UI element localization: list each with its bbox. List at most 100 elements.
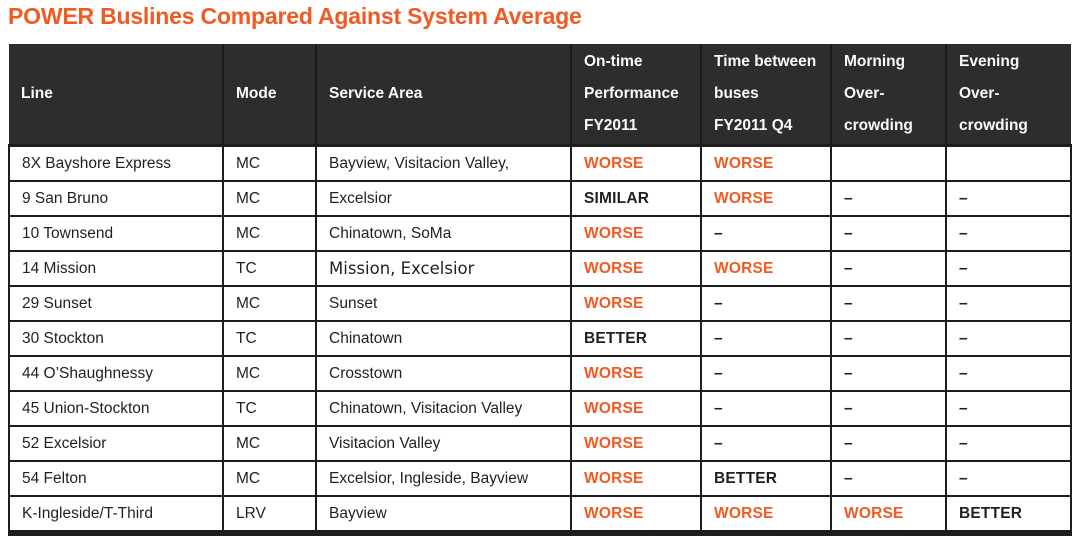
cell-evening: – <box>945 355 1072 392</box>
cell-service-area: Crosstown <box>315 355 572 392</box>
table-header: Line Mode Service Area On-time Performance … <box>9 44 1071 146</box>
cell-mode: TC <box>222 320 317 357</box>
cell-service-area: Chinatown <box>315 320 572 357</box>
cell-morning: – <box>830 460 947 497</box>
column-header-line: Line <box>9 44 223 146</box>
cell-on-time: WORSE <box>570 390 702 427</box>
cell-on-time: WORSE <box>570 215 702 252</box>
cell-evening: – <box>945 180 1072 217</box>
column-header-service-area: Service Area <box>315 44 571 146</box>
cell-line: 14 Mission <box>8 250 224 287</box>
table-row: 45 Union-Stockton TC Chinatown, Visitacion… <box>8 390 1072 427</box>
cell-service-area: Excelsior, Ingleside, Bayview <box>315 460 572 497</box>
cell-mode: TC <box>222 250 317 287</box>
cell-morning: – <box>830 180 947 217</box>
table-row: 10 Townsend MC Chinatown, SoMa WORSE – – – <box>8 215 1072 252</box>
cell-headway: WORSE <box>700 144 832 182</box>
cell-headway: – <box>700 320 832 357</box>
cell-line: 44 O’Shaughnessy <box>8 355 224 392</box>
cell-service-area: Chinatown, Visitacion Valley <box>315 390 572 427</box>
table-row: 9 San Bruno MC Excelsior SIMILAR WORSE – – <box>8 180 1072 217</box>
cell-morning: – <box>830 285 947 322</box>
cell-service-area: Excelsior <box>315 180 572 217</box>
cell-on-time: WORSE <box>570 144 702 182</box>
cell-headway: BETTER <box>700 460 832 497</box>
table-row: 29 Sunset MC Sunset WORSE – – – <box>8 285 1072 322</box>
cell-service-area: Bayview <box>315 495 572 536</box>
table-header-row: Line Mode Service Area On-time Performance … <box>9 44 1071 146</box>
cell-line: 29 Sunset <box>8 285 224 322</box>
cell-service-area: Chinatown, SoMa <box>315 215 572 252</box>
cell-on-time: WORSE <box>570 425 702 462</box>
cell-morning: – <box>830 250 947 287</box>
cell-evening: – <box>945 460 1072 497</box>
cell-on-time: WORSE <box>570 460 702 497</box>
cell-headway: WORSE <box>700 180 832 217</box>
cell-evening <box>945 144 1072 182</box>
cell-on-time: WORSE <box>570 495 702 536</box>
cell-line: 45 Union-Stockton <box>8 390 224 427</box>
table-row: 14 Mission TC Mission, Excelsior WORSE WORSE… <box>8 250 1072 287</box>
cell-evening: BETTER <box>945 495 1072 536</box>
cell-line: 30 Stockton <box>8 320 224 357</box>
cell-evening: – <box>945 320 1072 357</box>
table-row: 44 O’Shaughnessy MC Crosstown WORSE – – – <box>8 355 1072 392</box>
cell-morning: – <box>830 390 947 427</box>
table-row: K-Ingleside/T-Third LRV Bayview WORSE WORSE W… <box>8 495 1072 536</box>
cell-line: 9 San Bruno <box>8 180 224 217</box>
cell-morning: – <box>830 320 947 357</box>
cell-on-time: BETTER <box>570 320 702 357</box>
cell-mode: MC <box>222 144 317 182</box>
cell-mode: MC <box>222 425 317 462</box>
cell-evening: – <box>945 250 1072 287</box>
cell-morning <box>830 144 947 182</box>
cell-evening: – <box>945 215 1072 252</box>
cell-evening: – <box>945 425 1072 462</box>
cell-line: K-Ingleside/T-Third <box>8 495 224 536</box>
table-body: 8X Bayshore Express MC Bayview, Visitacion… <box>8 144 1072 536</box>
cell-mode: MC <box>222 285 317 322</box>
cell-evening: – <box>945 285 1072 322</box>
cell-headway: WORSE <box>700 495 832 536</box>
cell-on-time: SIMILAR <box>570 180 702 217</box>
cell-headway: – <box>700 425 832 462</box>
cell-mode: MC <box>222 355 317 392</box>
cell-line: 10 Townsend <box>8 215 224 252</box>
column-header-on-time: On-time Performance FY2011 <box>570 44 701 146</box>
column-header-mode: Mode <box>222 44 316 146</box>
table-row: 30 Stockton TC Chinatown BETTER – – – <box>8 320 1072 357</box>
cell-mode: MC <box>222 460 317 497</box>
cell-service-area: Mission, Excelsior <box>315 250 572 287</box>
cell-on-time: WORSE <box>570 355 702 392</box>
cell-mode: LRV <box>222 495 317 536</box>
cell-evening: – <box>945 390 1072 427</box>
cell-headway: WORSE <box>700 250 832 287</box>
cell-service-area: Visitacion Valley <box>315 425 572 462</box>
column-header-headway: Time between buses FY2011 Q4 <box>700 44 831 146</box>
table-row: 52 Excelsior MC Visitacion Valley WORSE – – – <box>8 425 1072 462</box>
cell-morning: – <box>830 355 947 392</box>
cell-mode: MC <box>222 215 317 252</box>
cell-line: 54 Felton <box>8 460 224 497</box>
table-row: 8X Bayshore Express MC Bayview, Visitacion… <box>8 144 1072 182</box>
cell-line: 52 Excelsior <box>8 425 224 462</box>
cell-on-time: WORSE <box>570 250 702 287</box>
table-row: 54 Felton MC Excelsior, Ingleside, Bayview… <box>8 460 1072 497</box>
cell-mode: MC <box>222 180 317 217</box>
cell-headway: – <box>700 285 832 322</box>
power-buslines-table: Line Mode Service Area On-time Performance … <box>8 44 1072 536</box>
cell-service-area: Sunset <box>315 285 572 322</box>
column-header-evening: Evening Over- crowding <box>945 44 1071 146</box>
cell-morning: WORSE <box>830 495 947 536</box>
cell-mode: TC <box>222 390 317 427</box>
cell-headway: – <box>700 390 832 427</box>
column-header-morning: Morning Over- crowding <box>830 44 946 146</box>
table-title: POWER Buslines Compared Against System A… <box>8 3 582 29</box>
cell-morning: – <box>830 215 947 252</box>
cell-headway: – <box>700 215 832 252</box>
cell-service-area: Bayview, Visitacion Valley, <box>315 144 572 182</box>
cell-headway: – <box>700 355 832 392</box>
cell-on-time: WORSE <box>570 285 702 322</box>
cell-line: 8X Bayshore Express <box>8 144 224 182</box>
